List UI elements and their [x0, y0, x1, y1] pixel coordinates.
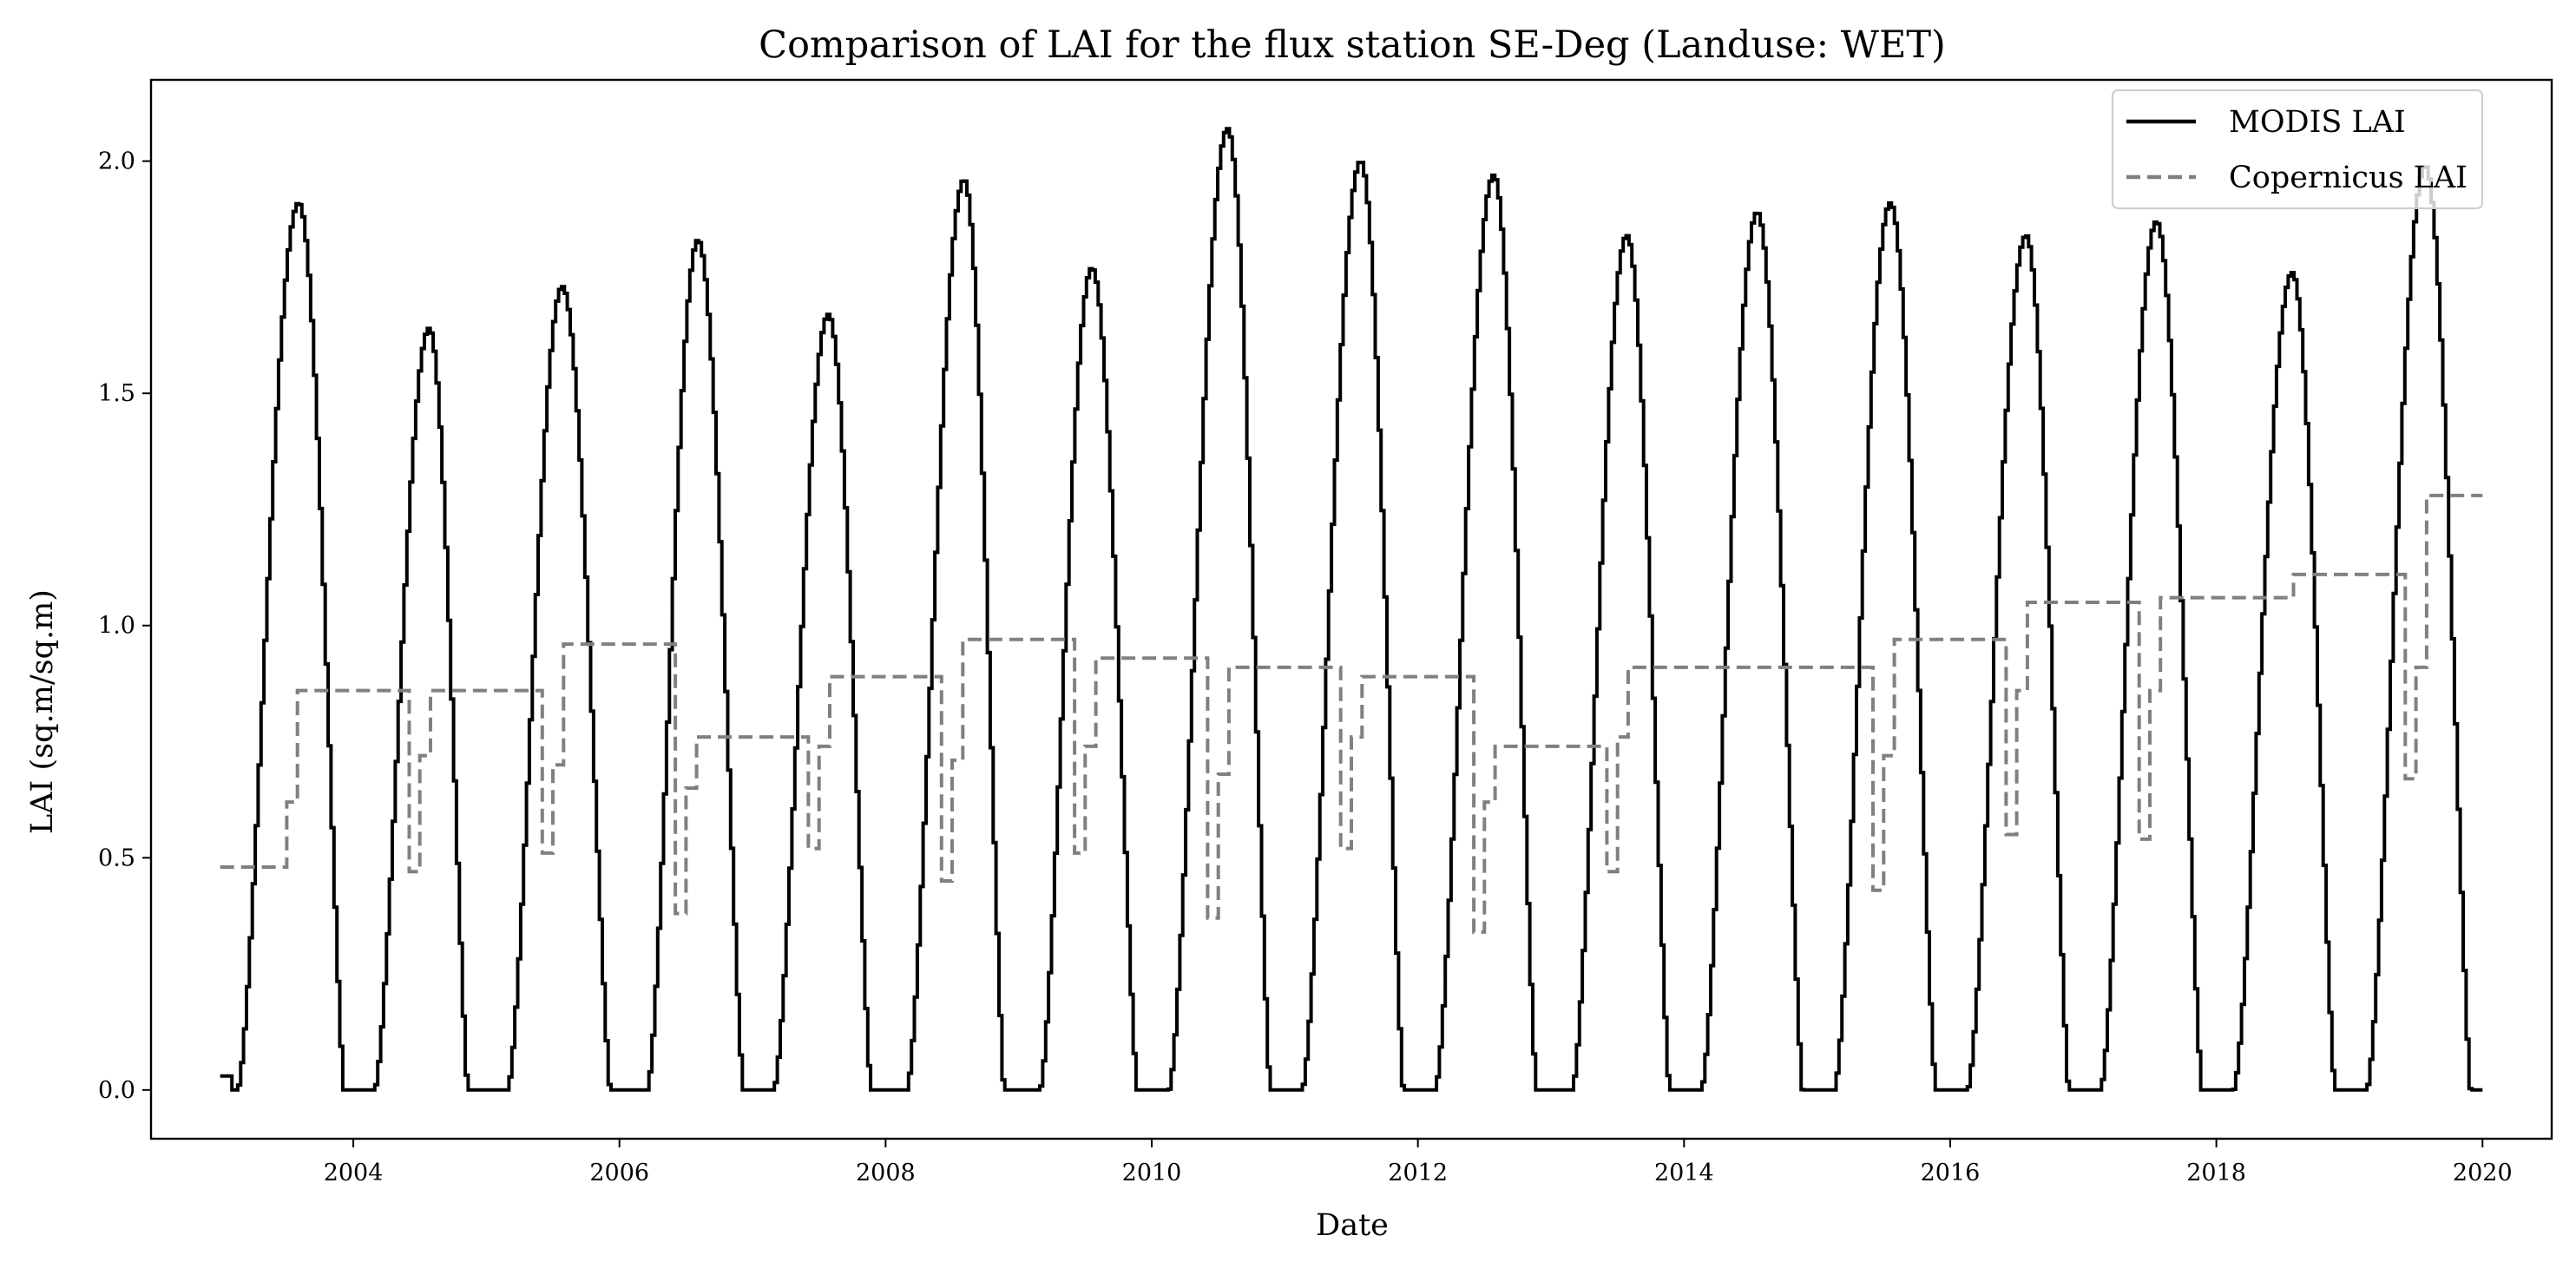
- x-tick-label: 2014: [1654, 1160, 1714, 1186]
- x-tick-label: 2016: [1921, 1160, 1981, 1186]
- y-tick-label: 0.5: [98, 845, 135, 871]
- plot-frame: [149, 78, 2553, 1140]
- series-layer: [220, 127, 2483, 1092]
- x-tick-label: 2006: [589, 1160, 649, 1186]
- series-line-modis: [220, 127, 2483, 1092]
- y-tick-label: 1.0: [98, 613, 135, 640]
- x-tick-label: 2018: [2186, 1160, 2246, 1186]
- chart-title: Comparison of LAI for the flux station S…: [759, 23, 1946, 67]
- x-tick-label: 2010: [1122, 1160, 1182, 1186]
- x-tick-label: 2012: [1388, 1160, 1448, 1186]
- x-tick-label: 2004: [324, 1160, 384, 1186]
- y-tick-label: 0.0: [98, 1077, 135, 1104]
- y-axis-label: LAI (sq.m/sq.m): [25, 589, 60, 834]
- y-tick-label: 2.0: [98, 148, 135, 175]
- legend-label-modis: MODIS LAI: [2229, 105, 2406, 140]
- tick-layer: 2004 2006 2008 2010 2012 2014 2016 2018 2020 0.0 0…: [98, 148, 2513, 1186]
- legend-label-copernicus: Copernicus LAI: [2229, 161, 2468, 195]
- series-line-copernicus: [220, 493, 2483, 934]
- x-tick-label: 2020: [2453, 1160, 2513, 1186]
- x-axis-label: Date: [1316, 1208, 1389, 1243]
- legend: MODIS LAI Copernicus LAI: [2112, 89, 2483, 209]
- legend-box: [2112, 89, 2483, 209]
- y-tick-label: 1.5: [98, 380, 135, 407]
- x-tick-label: 2008: [856, 1160, 916, 1186]
